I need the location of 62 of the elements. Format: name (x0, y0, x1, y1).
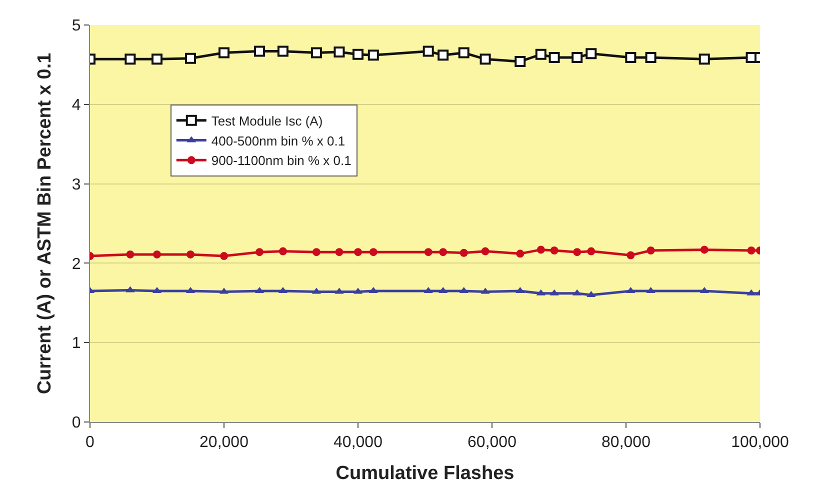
point (368, 50, 379, 61)
point (277, 46, 288, 57)
x-tick-label: 40,000 (334, 434, 383, 452)
point (460, 248, 468, 257)
y-tick-label: 4 (72, 97, 81, 114)
point (220, 252, 228, 260)
point (548, 52, 560, 64)
point (535, 48, 546, 60)
point (254, 46, 266, 57)
point (626, 251, 635, 260)
point (572, 52, 583, 64)
point (369, 248, 378, 256)
point (646, 246, 655, 254)
y-tick-label: 5 (72, 18, 81, 35)
point (536, 246, 545, 254)
point (516, 250, 524, 258)
point (334, 46, 345, 58)
point (153, 250, 161, 258)
point (514, 56, 526, 68)
point (481, 247, 490, 256)
point (625, 52, 636, 64)
legend-label: 400-500nm bin % x 0.1 (211, 133, 346, 148)
point (126, 250, 134, 258)
point (124, 54, 136, 65)
legend-label: Test Module Isc (A) (211, 113, 323, 128)
point (587, 247, 596, 256)
y-tick-label: 1 (72, 335, 81, 352)
point (185, 52, 196, 64)
point (352, 48, 364, 60)
x-tick-label: 20,000 (200, 434, 249, 452)
point (278, 247, 287, 256)
point (698, 54, 710, 65)
point (422, 46, 434, 57)
point (747, 246, 756, 254)
point (586, 48, 597, 60)
y-tick-label: 3 (72, 176, 81, 194)
point (439, 248, 448, 256)
point (256, 248, 264, 256)
point (550, 246, 558, 254)
point (424, 248, 432, 256)
point (438, 50, 449, 61)
x-tick-label: 0 (86, 434, 95, 452)
point (700, 246, 708, 254)
x-tick-label: 100,000 (731, 434, 790, 452)
y-tick-label: 2 (72, 256, 81, 273)
x-tick-label: 80,000 (602, 434, 651, 452)
legend-label: 900-1100nm bin % x 0.1 (211, 153, 352, 168)
point (645, 52, 656, 64)
y-tick-label: 0 (72, 414, 81, 432)
point (573, 248, 582, 256)
x-axis-title: Cumulative Flashes (336, 463, 514, 484)
point (458, 47, 470, 58)
point (152, 54, 162, 65)
point (310, 47, 322, 58)
y-axis-title: Current (A) or ASTM Bin Percent x 0.1 (34, 52, 56, 394)
point (480, 54, 491, 65)
point (312, 248, 320, 256)
point (354, 248, 362, 256)
point (335, 248, 344, 256)
point (186, 250, 194, 258)
point (218, 47, 230, 58)
x-tick-label: 60,000 (468, 434, 517, 452)
